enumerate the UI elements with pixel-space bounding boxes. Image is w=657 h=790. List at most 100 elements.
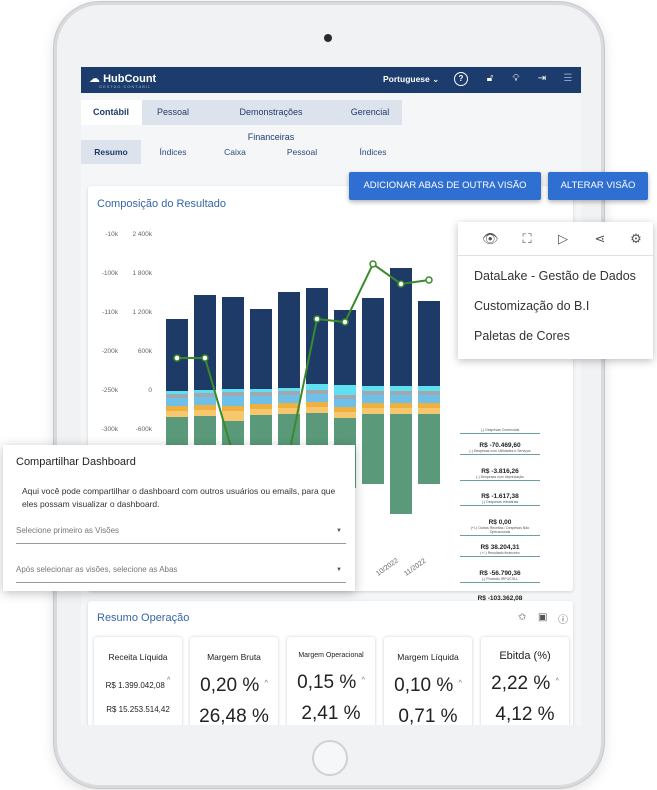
left-axis-tick: -100k bbox=[102, 270, 119, 277]
bar-segment bbox=[362, 298, 384, 386]
kpi-value: R$ 1.399.042,08 ^ bbox=[105, 677, 171, 690]
change-view-button[interactable]: ALTERAR VISÃO bbox=[548, 172, 648, 200]
kpi-margem-operacional[interactable]: Margem Operacional 0,15 % ^ 2,41 % bbox=[287, 637, 375, 725]
help-icon[interactable]: ? bbox=[454, 72, 468, 86]
arrow-up-icon: ^ bbox=[555, 678, 559, 685]
kpi-ebitda[interactable]: Ebitda (%) 2,22 % ^ 4,12 % bbox=[481, 637, 569, 725]
menu-item-datalake[interactable]: DataLake - Gestão de Dados bbox=[474, 269, 636, 283]
kpi-value-secondary: R$ 15.253.514,42 bbox=[106, 705, 170, 714]
arrow-up-icon: ^ bbox=[361, 677, 365, 684]
bar-segment bbox=[250, 404, 272, 409]
bar-segment bbox=[250, 392, 272, 396]
dropdown-caret-icon: ▼ bbox=[336, 528, 342, 534]
logo-subtitle: GESTAO CONTABIL bbox=[99, 84, 152, 89]
top-bar: ☁ HubCount GESTAO CONTABIL Portuguese ⌄ … bbox=[81, 67, 581, 93]
add-tabs-button[interactable]: ADICIONAR ABAS DE OUTRA VISÃO bbox=[349, 172, 541, 200]
bar-segment bbox=[362, 403, 384, 408]
bar-segment bbox=[194, 410, 216, 416]
bar-segment bbox=[306, 288, 328, 384]
bar-segment bbox=[306, 384, 328, 390]
lightbulb-icon[interactable]: 💡︎ bbox=[512, 73, 520, 84]
bar-segment bbox=[418, 386, 440, 391]
help-icon[interactable]: ⓘ bbox=[558, 615, 568, 626]
left-axis-tick: -200k bbox=[102, 348, 119, 355]
bar-segment bbox=[194, 390, 216, 393]
home-button[interactable] bbox=[312, 740, 348, 776]
pin-icon[interactable]: ✩ bbox=[518, 612, 527, 623]
right-axis-tick: 0 bbox=[148, 387, 152, 394]
bar-segment bbox=[362, 414, 384, 484]
language-selector[interactable]: Portuguese ⌄ bbox=[383, 74, 439, 85]
tab-gerencial[interactable]: Gerencial bbox=[338, 100, 402, 125]
bar-segment bbox=[278, 292, 300, 388]
left-axis-tick: -300k bbox=[102, 426, 119, 433]
menu-icon[interactable]: ☰ bbox=[563, 73, 573, 84]
legend-value: R$ -103.362,08 bbox=[477, 595, 523, 602]
menu-item-paletas[interactable]: Paletas de Cores bbox=[474, 329, 570, 343]
tab-contabil[interactable]: Contábil bbox=[81, 100, 142, 125]
bar-segment bbox=[250, 389, 272, 392]
bar-segment bbox=[334, 385, 356, 395]
kpi-title: Ebitda (%) bbox=[499, 650, 551, 662]
logout-icon[interactable]: ⇥ bbox=[537, 73, 547, 84]
cloud-icon: ☁ bbox=[89, 73, 100, 85]
legend-label: (-) Despesas com depreciação bbox=[460, 475, 540, 481]
image-icon[interactable]: ▣ bbox=[538, 612, 548, 623]
tab-pessoal-2[interactable]: Pessoal bbox=[286, 147, 318, 157]
tab-demonstracoes-financeiras[interactable]: Demonstrações Financeiras bbox=[204, 100, 338, 142]
left-axis-tick: -10k bbox=[105, 231, 118, 238]
kpi-receita-liquida[interactable]: Receita Líquida R$ 1.399.042,08 ^ R$ 15.… bbox=[94, 637, 182, 725]
kpi-value: 2,22 % ^ bbox=[491, 673, 559, 694]
tab-pessoal[interactable]: Pessoal bbox=[142, 100, 204, 125]
kpi-title: Margem Líquida bbox=[397, 652, 459, 662]
line-point bbox=[313, 315, 321, 323]
resumo-title: Resumo Operação bbox=[97, 612, 190, 624]
bar-segment bbox=[390, 386, 412, 391]
right-axis-tick: 2 400k bbox=[132, 231, 152, 238]
menu-icon-bar: 👁︎ ⛶ ▷ ⋖ ⚙ bbox=[458, 222, 653, 256]
share-icon[interactable]: ⋖ bbox=[594, 231, 606, 246]
tab-indices-2[interactable]: Índices bbox=[359, 147, 387, 157]
bar-segment bbox=[278, 408, 300, 414]
play-icon[interactable]: ▷ bbox=[558, 231, 568, 246]
bar-segment bbox=[250, 309, 272, 389]
kpi-value-secondary: 26,48 % bbox=[199, 706, 269, 725]
right-axis-tick: 600k bbox=[138, 348, 153, 355]
eye-icon[interactable]: 👁︎ bbox=[482, 231, 499, 246]
bar-segment bbox=[278, 388, 300, 391]
arrow-up-icon: ^ bbox=[167, 677, 171, 684]
line-point bbox=[341, 318, 349, 326]
tab-indices[interactable]: Índices bbox=[159, 147, 187, 157]
kpi-margem-liquida[interactable]: Margem Líquida 0,10 % ^ 0,71 % bbox=[384, 637, 472, 725]
result-line bbox=[177, 262, 430, 478]
tab-resumo[interactable]: Resumo bbox=[81, 140, 141, 164]
bar-segment bbox=[418, 403, 440, 408]
legend-item: R$ 0,00 (+/-) Outras Receitas / Despesas … bbox=[460, 519, 540, 536]
bar-segment bbox=[418, 414, 440, 484]
left-axis-tick: -250k bbox=[102, 387, 119, 394]
menu-item-customizacao[interactable]: Customização do B.I bbox=[474, 299, 590, 313]
select-views[interactable]: Selecione primeiro as Visões ▼ bbox=[16, 526, 346, 544]
legend-item: R$ -56.790,36 (-) Provisão IRPJ/CSLL bbox=[460, 570, 540, 583]
kpi-title: Margem Bruta bbox=[207, 652, 261, 662]
select-tabs[interactable]: Após selecionar as visões, selecione as … bbox=[16, 565, 346, 583]
tab-caixa[interactable]: Caixa bbox=[224, 147, 246, 157]
right-axis-tick: -600k bbox=[136, 426, 153, 433]
kpi-title: Margem Operacional bbox=[298, 652, 364, 659]
legend-label: (+/-) Resultado financeiro bbox=[460, 551, 540, 557]
legend-value: R$ -56.790,36 bbox=[479, 569, 521, 577]
bar-segment bbox=[278, 395, 300, 403]
kpi-margem-bruta[interactable]: Margem Bruta 0,20 % ^ 26,48 % bbox=[190, 637, 278, 725]
expand-icon[interactable]: ⛶ bbox=[522, 231, 532, 246]
app-screen: ☁ HubCount GESTAO CONTABIL Portuguese ⌄ … bbox=[81, 67, 581, 725]
composition-chart: -10k -100k -110k -200k -250k -300k 2 400k 1 800… bbox=[102, 231, 440, 578]
right-axis-tick: 1 800k bbox=[132, 270, 152, 277]
bar-segment bbox=[222, 297, 244, 389]
bar-segment bbox=[334, 407, 356, 412]
bar-segment bbox=[166, 398, 188, 406]
gear-icon[interactable]: ⚙ bbox=[630, 231, 642, 246]
lock-icon[interactable]: 🔓︎ bbox=[486, 73, 494, 84]
bar-segment bbox=[166, 391, 188, 394]
bar-segment bbox=[418, 395, 440, 403]
bar-segment bbox=[390, 391, 412, 395]
